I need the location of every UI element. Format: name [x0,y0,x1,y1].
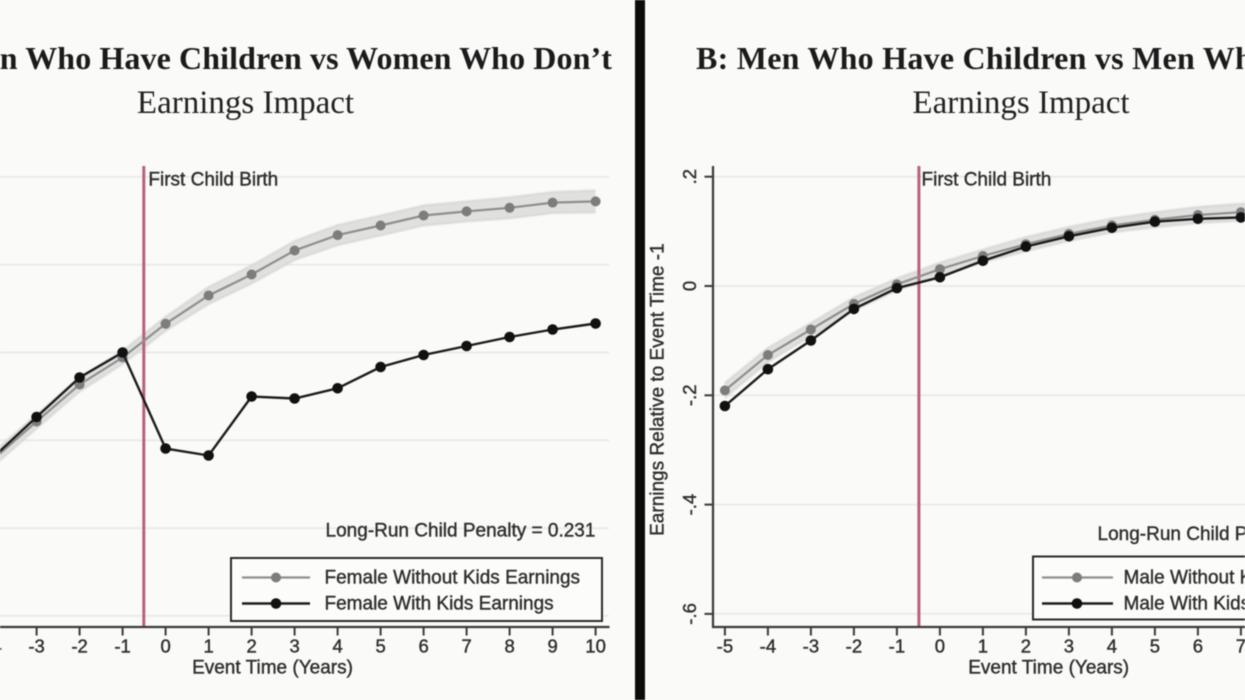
svg-text:-1: -1 [114,636,130,657]
svg-text:2: 2 [246,636,256,657]
svg-text:Earnings Impact: Earnings Impact [137,85,354,121]
svg-text:1: 1 [978,636,988,657]
svg-text:3: 3 [289,636,299,657]
svg-text:-3: -3 [28,636,44,657]
svg-text:A: Women Who Have Children vs: A: Women Who Have Children vs Women Who … [0,40,612,76]
svg-text:Long-Run Child Penalty = 0.231: Long-Run Child Penalty = 0.231 [326,521,596,542]
svg-text:Earnings Relative to Event Tim: Earnings Relative to Event Time -1 [648,243,669,536]
svg-text:7: 7 [1236,636,1245,657]
svg-text:B: Men Who Have Children vs Me: B: Men Who Have Children vs Men Who Don’… [696,40,1245,76]
svg-text:8: 8 [504,636,514,657]
svg-text:Female With Kids Earnings: Female With Kids Earnings [325,594,554,615]
svg-text:-.2: -.2 [679,385,700,407]
svg-text:Earnings Impact: Earnings Impact [912,85,1129,121]
svg-text:1: 1 [203,636,213,657]
svg-text:6: 6 [418,636,428,657]
svg-text:-4: -4 [0,636,2,657]
svg-text:Event Time (Years): Event Time (Years) [968,658,1129,679]
svg-text:0: 0 [935,636,945,657]
svg-text:First Child Birth: First Child Birth [922,170,1052,191]
svg-text:-4: -4 [760,636,776,657]
svg-text:First Child Birth: First Child Birth [148,170,278,191]
svg-text:4: 4 [332,636,342,657]
svg-text:5: 5 [1150,636,1160,657]
svg-text:-5: -5 [717,636,733,657]
svg-text:0: 0 [679,281,700,291]
svg-text:-3: -3 [803,636,819,657]
svg-text:-2: -2 [846,636,862,657]
svg-text:7: 7 [461,636,471,657]
svg-text:-.6: -.6 [679,603,700,625]
svg-text:-1: -1 [889,636,905,657]
svg-text:-.4: -.4 [679,494,700,516]
svg-text:3: 3 [1064,636,1074,657]
svg-text:5: 5 [375,636,385,657]
svg-text:Male Without Kids Earnings: Male Without Kids Earnings [1124,568,1245,589]
svg-text:-2: -2 [71,636,87,657]
svg-text:Female Without Kids Earnings: Female Without Kids Earnings [325,568,581,589]
svg-text:Male With Kids Earnings: Male With Kids Earnings [1124,594,1245,615]
svg-text:9: 9 [547,636,557,657]
svg-text:10: 10 [585,636,606,657]
svg-text:2: 2 [1021,636,1031,657]
svg-text:0: 0 [160,636,170,657]
svg-text:Long-Run Child Penalty = 0.061: Long-Run Child Penalty = 0.061 [1098,524,1245,545]
svg-text:4: 4 [1107,636,1117,657]
svg-text:6: 6 [1193,636,1203,657]
svg-text:Event Time (Years): Event Time (Years) [192,658,353,679]
svg-text:.2: .2 [679,169,700,184]
